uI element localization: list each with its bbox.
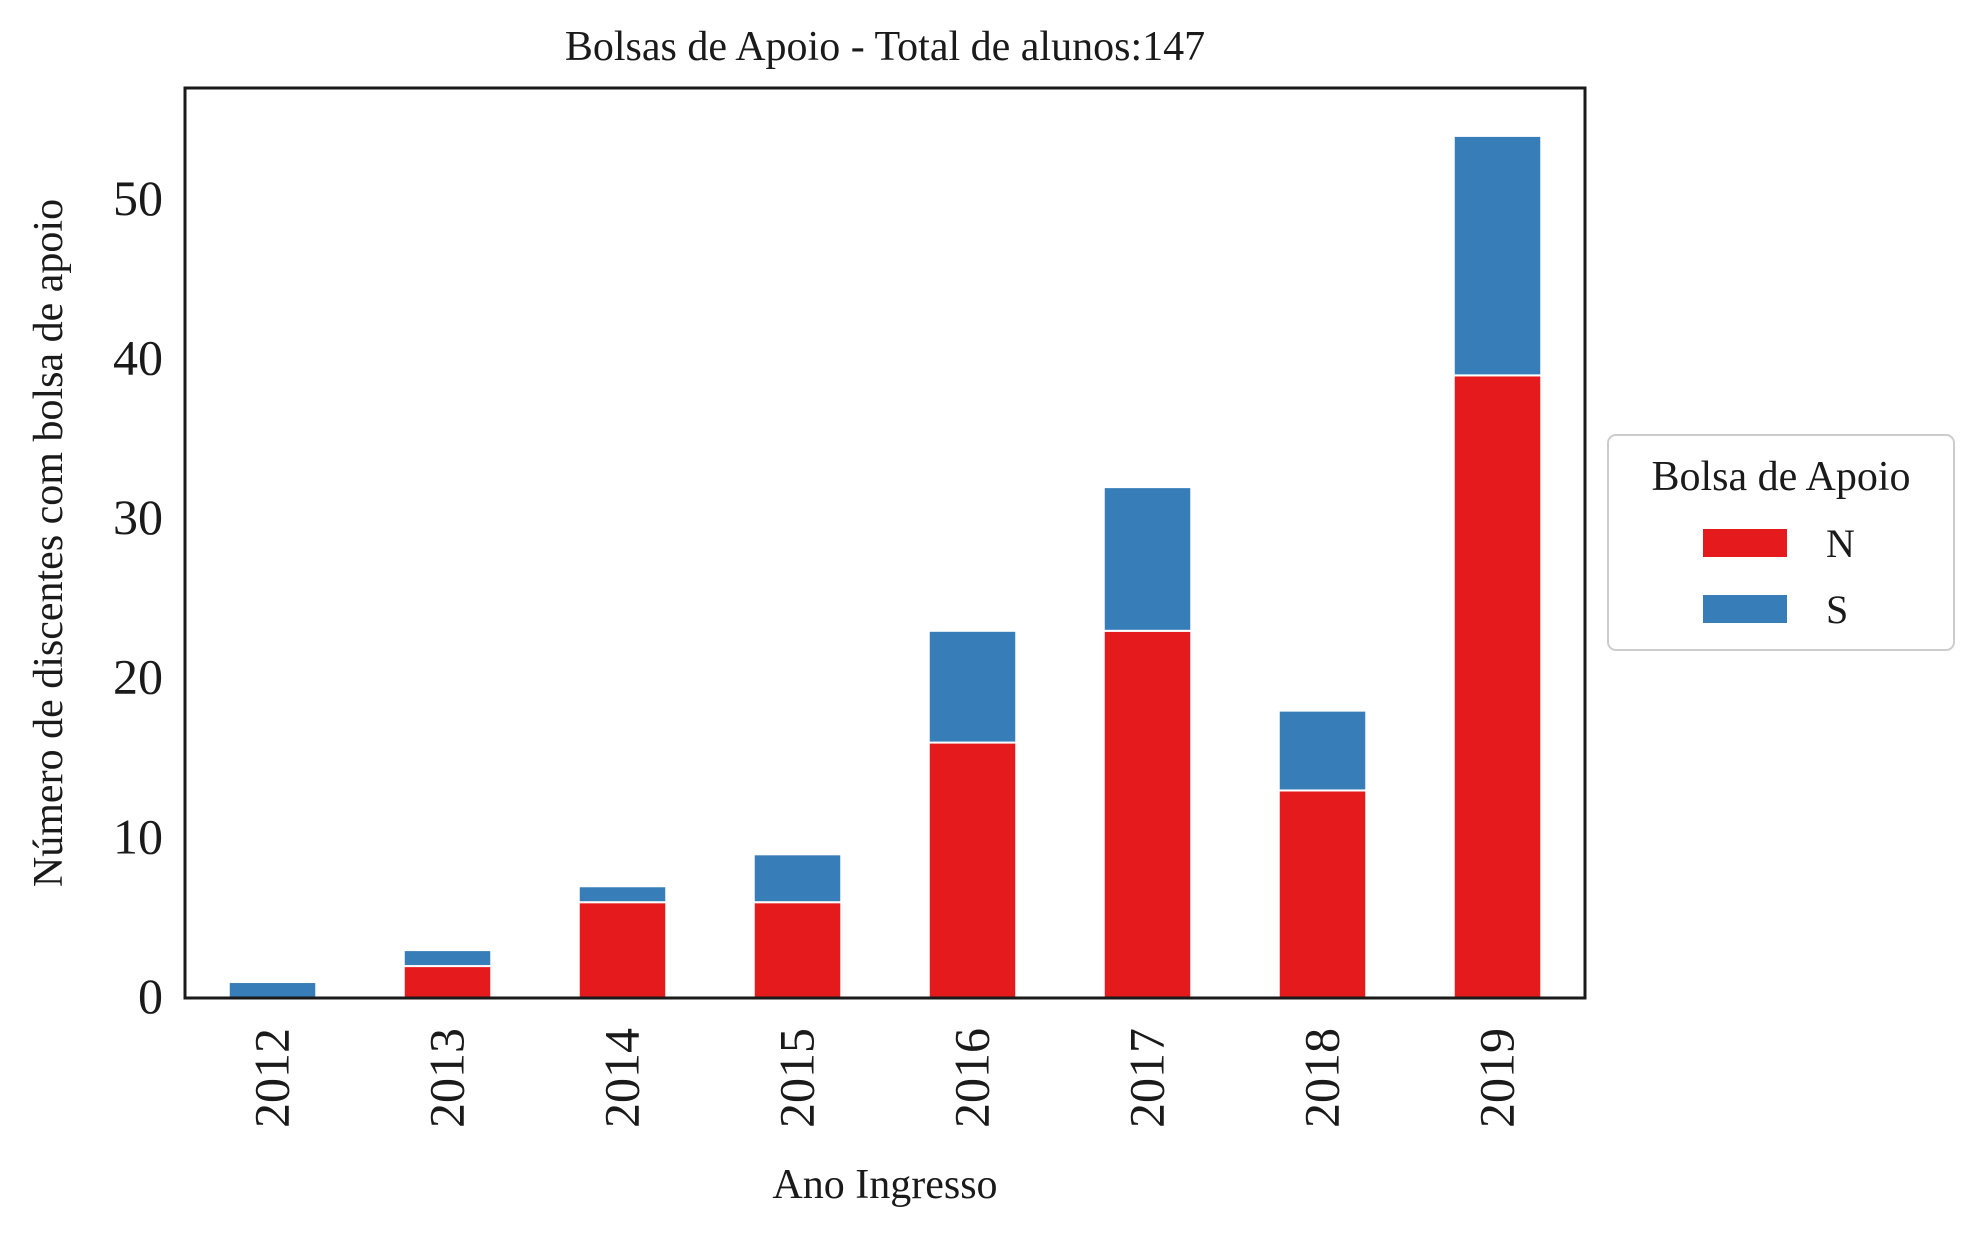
bar-S-2016	[927, 629, 1018, 744]
x-tick-label: 2019	[1469, 1028, 1525, 1128]
bar-S-2017	[1102, 486, 1193, 632]
legend-swatch-S	[1703, 595, 1787, 623]
x-tick-label: 2017	[1119, 1028, 1175, 1128]
y-tick-label: 40	[113, 329, 163, 385]
x-tick-label: 2012	[244, 1028, 300, 1128]
bar-N-2013	[402, 965, 493, 1000]
bars-group	[227, 134, 1543, 1000]
y-tick-label: 30	[113, 489, 163, 545]
chart-title: Bolsas de Apoio - Total de alunos:147	[565, 24, 1205, 70]
x-axis-ticks: 2012 2013 2014 2015 2016 2017 2018 2019	[244, 1028, 1525, 1128]
bar-N-2017	[1102, 629, 1193, 999]
bar-N-2014	[577, 901, 668, 999]
bar-N-2016	[927, 741, 1018, 999]
legend-title: Bolsa de Apoio	[1652, 454, 1911, 500]
y-tick-label: 50	[113, 170, 163, 226]
bar-N-2015	[752, 901, 843, 999]
bar-S-2014	[577, 885, 668, 904]
bar-S-2015	[752, 853, 843, 904]
y-tick-label: 20	[113, 649, 163, 705]
legend: Bolsa de Apoio NS	[1607, 434, 1955, 651]
bar-S-2012	[227, 981, 318, 1000]
bar-S-2019	[1452, 134, 1543, 377]
x-tick-label: 2016	[944, 1028, 1000, 1128]
x-axis-label: Ano Ingresso	[772, 1162, 997, 1208]
bar-S-2013	[402, 949, 493, 968]
legend-label-S: S	[1826, 587, 1848, 632]
plot-frame	[183, 86, 1587, 1000]
bar-N-2018	[1277, 789, 1368, 999]
x-tick-label: 2015	[769, 1028, 825, 1128]
x-tick-label: 2014	[594, 1028, 650, 1128]
y-axis-ticks: 0 10 20 30 40 50	[113, 170, 163, 1024]
bar-N-2019	[1452, 374, 1543, 999]
legend-label-N: N	[1826, 521, 1855, 566]
y-axis-label: Número de discentes com bolsa de apoio	[26, 199, 72, 887]
x-tick-label: 2018	[1294, 1028, 1350, 1128]
legend-swatch-N	[1703, 529, 1787, 557]
y-tick-label: 10	[113, 808, 163, 864]
y-tick-label: 0	[138, 968, 163, 1024]
bar-S-2018	[1277, 709, 1368, 792]
x-tick-label: 2013	[419, 1028, 475, 1128]
